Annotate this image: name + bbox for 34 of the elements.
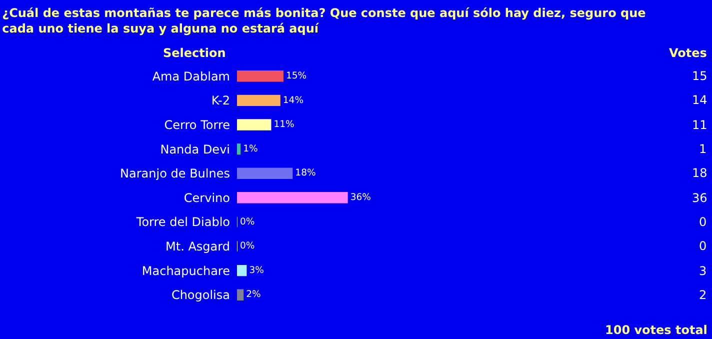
y-tick-label: Ama Dablam bbox=[152, 69, 230, 84]
annotation: 14 bbox=[692, 93, 708, 107]
y-tick-label: Chogolisa bbox=[171, 288, 230, 302]
data-label: 18% bbox=[295, 168, 316, 179]
chart-title: ¿Cuál de estas montañas te parece más bonita? Que conste que aquí sólo hay diez, seguro que cada uno tiene la suya y alguna no estará aquí bbox=[2, 6, 646, 36]
y-tick-label: K-2 bbox=[211, 94, 230, 108]
y-tick-label: Torre del Diablo bbox=[135, 215, 230, 230]
data-label: 14% bbox=[282, 94, 304, 106]
data-label: 36% bbox=[350, 192, 372, 203]
data-label: 0% bbox=[240, 240, 255, 252]
data-label: 3% bbox=[249, 264, 264, 276]
annotation: 18 bbox=[692, 166, 708, 180]
y-tick-label: Nanda Devi bbox=[160, 142, 230, 156]
annotation: 0 bbox=[699, 215, 707, 229]
y-tick-label: Naranjo de Bulnes bbox=[120, 166, 230, 181]
annotation: 1 bbox=[699, 142, 707, 156]
data-label: 2% bbox=[246, 289, 262, 300]
annotation: 36 bbox=[692, 191, 708, 205]
data-label: 11% bbox=[274, 119, 295, 130]
annotation: 3 bbox=[699, 264, 707, 278]
text: Selection bbox=[163, 46, 226, 60]
y-tick-label: Machapuchare bbox=[142, 264, 230, 278]
y-tick-label: Mt. Asgard bbox=[166, 239, 230, 254]
annotation: 0 bbox=[699, 239, 707, 253]
y-tick-label: Cervino bbox=[184, 190, 230, 205]
text: 100 votes total bbox=[605, 323, 708, 337]
text: Votes bbox=[669, 46, 707, 60]
data-label: 0% bbox=[240, 216, 255, 228]
annotation: 2 bbox=[699, 288, 707, 302]
data-label: 15% bbox=[286, 70, 307, 82]
y-tick-label: Cerro Torre bbox=[164, 118, 230, 132]
annotation: 11 bbox=[692, 118, 708, 132]
data-label: 1% bbox=[243, 143, 258, 154]
annotation: 15 bbox=[692, 69, 708, 83]
